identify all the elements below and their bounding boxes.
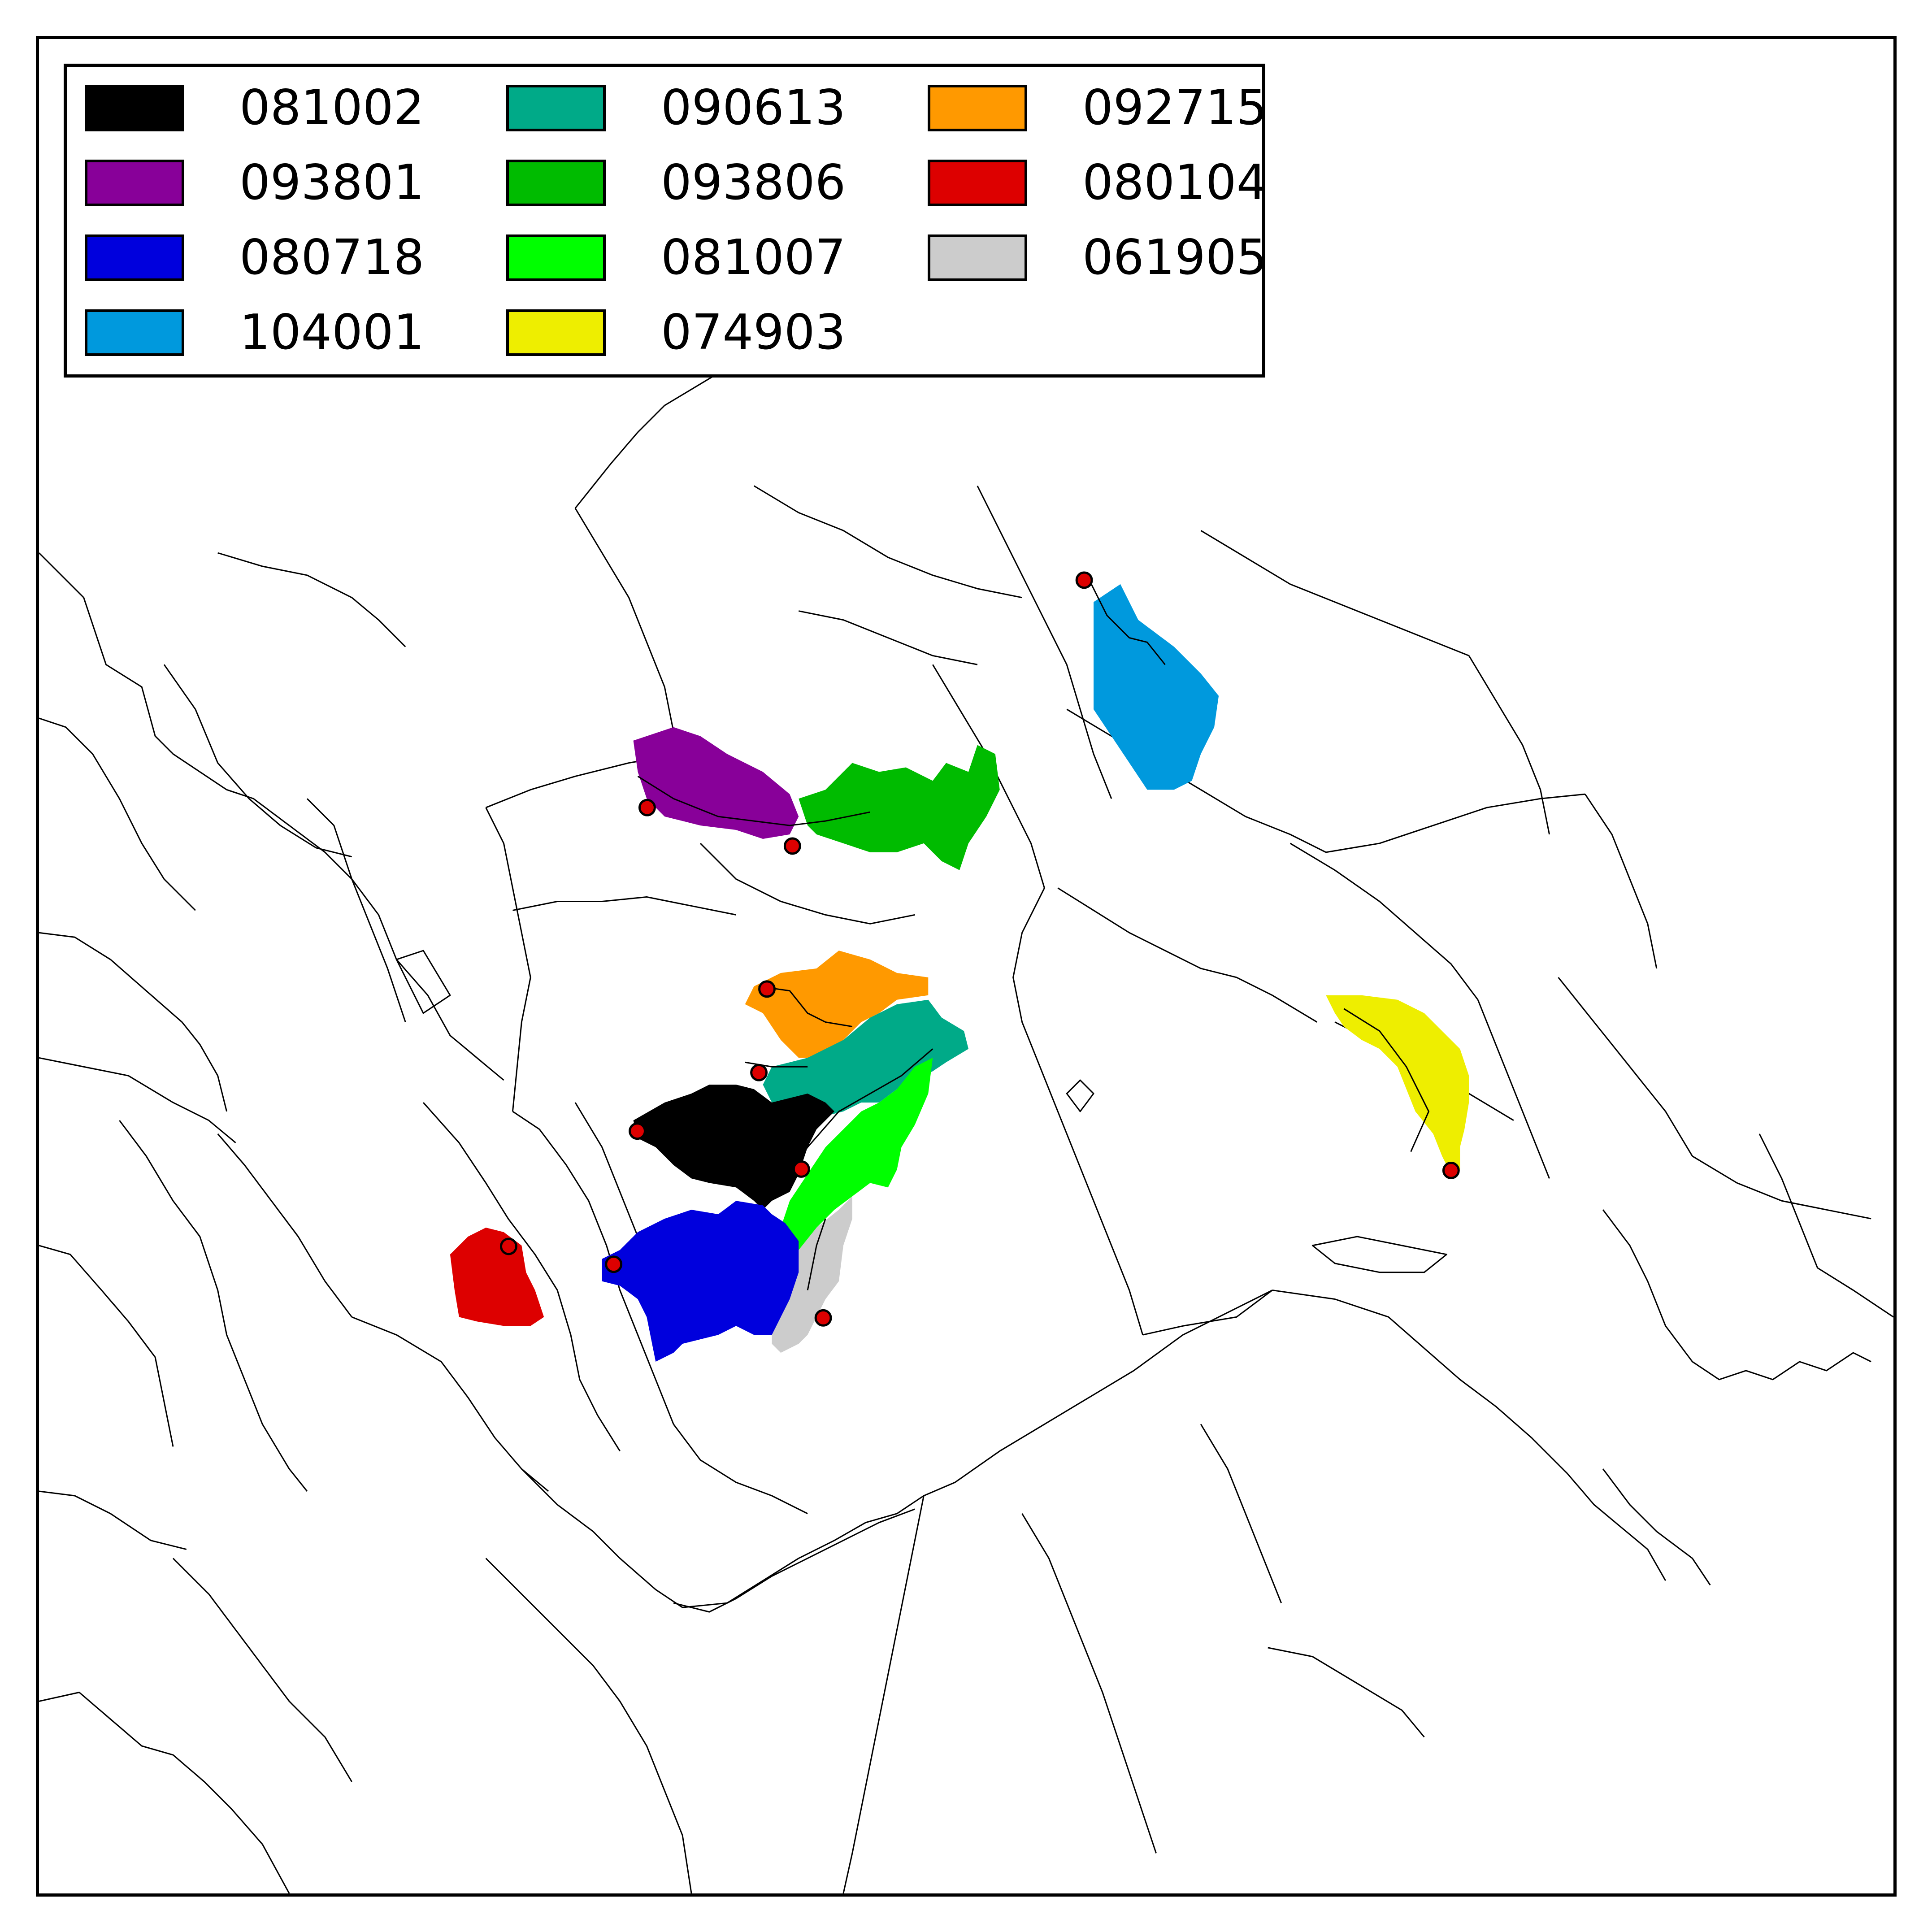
watershed-090613 <box>763 999 968 1116</box>
legend-label: 080104 <box>1082 155 1268 211</box>
legend-label: 092715 <box>1082 80 1268 136</box>
map-legend: 081002 093801 080718 104001 090613 093806 0810… <box>64 64 1268 378</box>
watershed-074903 <box>1326 995 1469 1174</box>
gauge-station-marker <box>638 799 656 816</box>
gauge-station-marker <box>605 1255 623 1273</box>
legend-swatch <box>85 85 184 131</box>
gauge-station-marker <box>1075 571 1093 589</box>
legend-swatch <box>506 234 606 281</box>
gauge-station-marker <box>783 837 801 855</box>
watershed-polygons <box>450 584 1469 1362</box>
basemap-river-network <box>39 252 1893 1893</box>
watershed-061905 <box>772 1196 852 1353</box>
legend-swatch <box>928 160 1027 206</box>
gauge-station-marker <box>792 1160 810 1178</box>
gauge-station-marker <box>758 980 776 998</box>
watershed-080104 <box>450 1228 544 1326</box>
watershed-093806 <box>799 745 1000 870</box>
legend-swatch <box>506 309 606 356</box>
watershed-081007 <box>781 1058 933 1250</box>
gauge-station-marker <box>750 1064 768 1081</box>
watershed-092715 <box>745 951 929 1058</box>
gauge-station-marker <box>1442 1162 1460 1179</box>
watershed-main-stems <box>637 579 1430 1290</box>
legend-swatch <box>506 85 606 131</box>
legend-swatch <box>928 234 1027 281</box>
legend-label: 093801 <box>239 155 425 211</box>
legend-swatch <box>506 160 606 206</box>
legend-swatch <box>85 309 184 356</box>
watershed-080718 <box>602 1201 799 1362</box>
legend-swatch <box>85 160 184 206</box>
legend-label: 104001 <box>239 304 425 360</box>
legend-label: 090613 <box>661 80 846 136</box>
legend-label: 061905 <box>1082 230 1268 286</box>
gauge-station-marker <box>500 1237 517 1255</box>
watershed-093801 <box>633 727 799 839</box>
legend-swatch <box>928 85 1027 131</box>
map-frame: 081002 093801 080718 104001 090613 093806 0810… <box>36 36 1897 1897</box>
gauge-stations <box>500 571 1460 1327</box>
legend-label: 074903 <box>661 304 846 360</box>
legend-label: 081002 <box>239 80 425 136</box>
gauge-station-marker <box>629 1122 646 1140</box>
gauge-station-marker <box>814 1309 832 1327</box>
legend-label: 080718 <box>239 230 425 286</box>
legend-swatch <box>85 234 184 281</box>
legend-label: 093806 <box>661 155 846 211</box>
map-canvas <box>39 252 1893 1893</box>
legend-label: 081007 <box>661 230 846 286</box>
watershed-104001 <box>1094 584 1219 790</box>
